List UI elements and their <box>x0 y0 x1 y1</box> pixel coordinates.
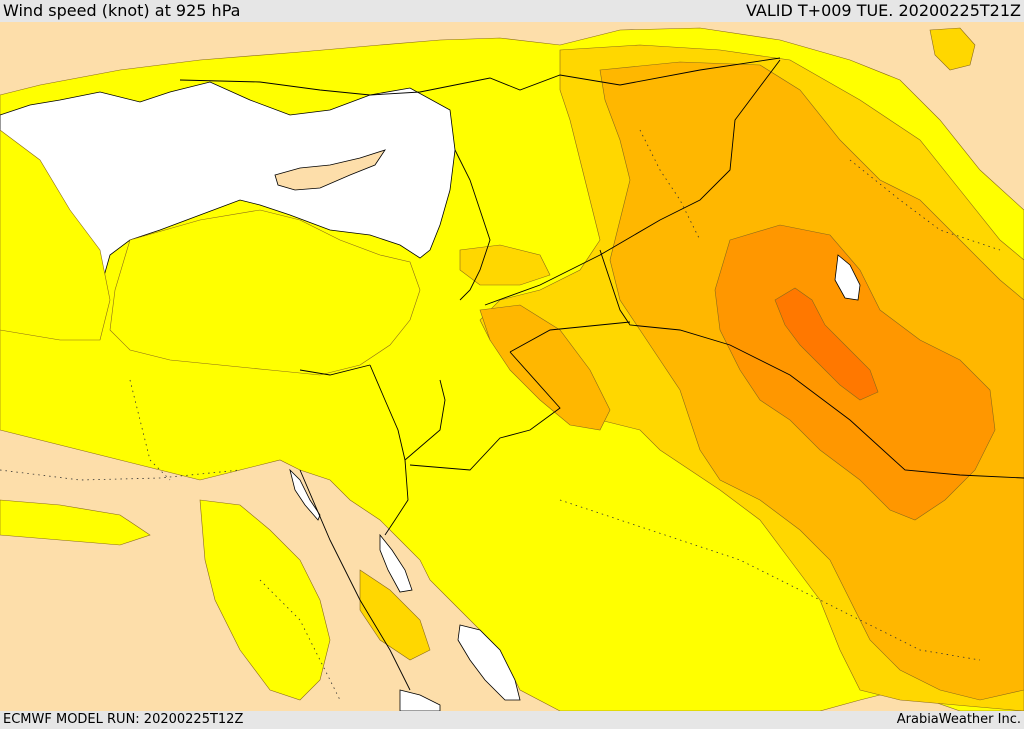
wind-speed-map[interactable] <box>0 22 1024 711</box>
sea-mediterranean <box>0 81 456 326</box>
sea-yellow-overlay-2 <box>109 209 421 376</box>
valid-time-label: VALID T+009 TUE. 20200225T21Z <box>745 1 1021 20</box>
model-run-label: ECMWF MODEL RUN: 20200225T12Z <box>3 712 244 727</box>
country-borders <box>179 57 1024 691</box>
dotted-boundaries <box>0 129 1001 701</box>
credit-label: ArabiaWeather Inc. <box>896 712 1021 727</box>
wind-band-amber-patch <box>479 304 611 431</box>
sea-red-sea-north <box>289 468 321 521</box>
footer-bar: ECMWF MODEL RUN: 20200225T12Z ArabiaWeat… <box>0 711 1024 729</box>
wind-band-yellow-south <box>199 499 331 701</box>
wind-core-deep-orange <box>774 287 879 401</box>
header-bar: Wind speed (knot) at 925 hPa VALID T+009… <box>0 0 1024 22</box>
wind-band-gold-patch-2 <box>359 569 431 661</box>
sea-yellow-overlay <box>0 129 111 341</box>
wind-band-gold-patch <box>459 244 551 286</box>
sea-red-sea-south <box>457 624 521 701</box>
wind-band-yellow-west <box>0 499 151 546</box>
sea-persian-gulf <box>834 254 861 301</box>
patch-north-east <box>929 27 976 71</box>
cyprus-island <box>274 149 386 191</box>
sea-gulf-aqaba <box>379 533 413 593</box>
sea-gulf-bottom <box>399 689 441 711</box>
map-title: Wind speed (knot) at 925 hPa <box>3 1 241 20</box>
